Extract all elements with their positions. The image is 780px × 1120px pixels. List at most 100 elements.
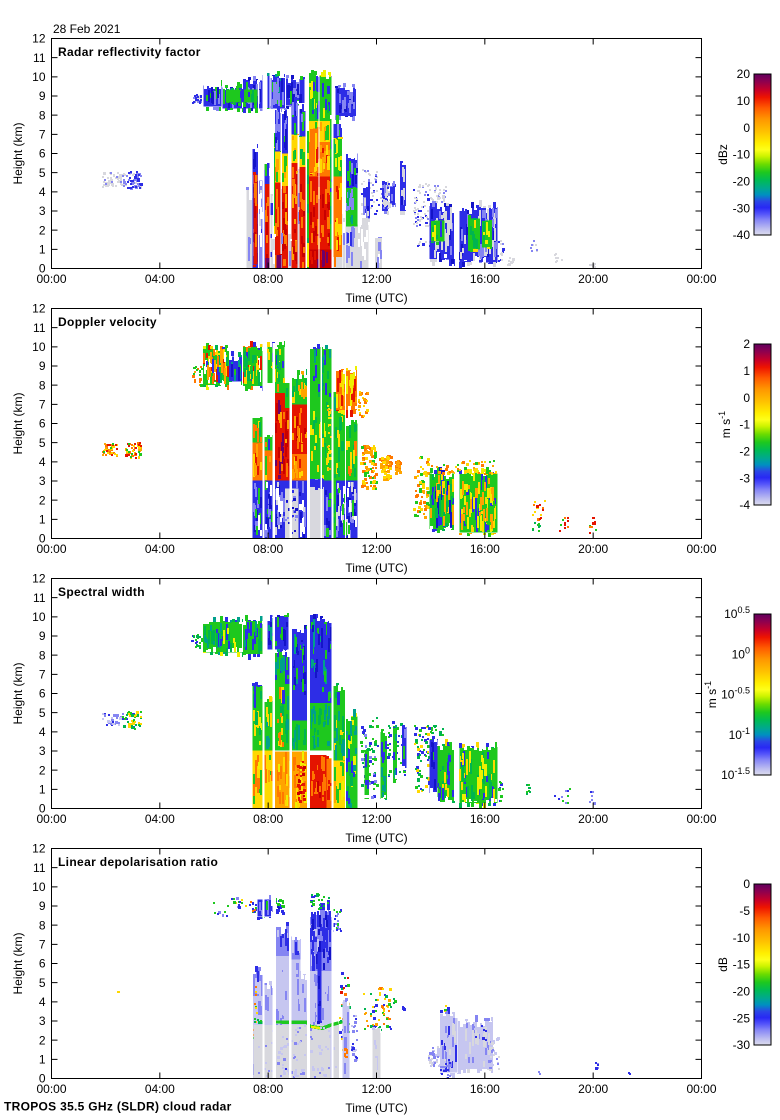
- svg-text:Linear depolarisation ratio: Linear depolarisation ratio: [58, 855, 218, 869]
- svg-text:16:00: 16:00: [470, 1082, 500, 1096]
- svg-text:00:00: 00:00: [686, 1082, 716, 1096]
- svg-text:Spectral width: Spectral width: [58, 585, 145, 599]
- svg-text:Time (UTC): Time (UTC): [345, 561, 407, 575]
- svg-text:6: 6: [39, 147, 46, 161]
- svg-text:-1: -1: [739, 418, 750, 432]
- svg-text:Radar reflectivity factor: Radar reflectivity factor: [58, 45, 201, 59]
- svg-text:Time (UTC): Time (UTC): [345, 1101, 407, 1115]
- svg-text:20: 20: [737, 67, 751, 81]
- svg-text:0: 0: [39, 532, 46, 546]
- svg-text:6: 6: [39, 687, 46, 701]
- svg-text:-3: -3: [739, 471, 750, 485]
- svg-text:20:00: 20:00: [578, 272, 608, 286]
- svg-text:3: 3: [39, 474, 46, 488]
- svg-text:Height (km): Height (km): [11, 932, 25, 994]
- svg-text:TROPOS 35.5 GHz (SLDR) cloud r: TROPOS 35.5 GHz (SLDR) cloud radar: [4, 1100, 232, 1114]
- svg-text:10: 10: [737, 94, 751, 108]
- svg-text:3: 3: [39, 204, 46, 218]
- svg-text:0: 0: [743, 877, 750, 891]
- svg-text:0: 0: [743, 391, 750, 405]
- svg-text:00:00: 00:00: [686, 542, 716, 556]
- svg-text:Height (km): Height (km): [11, 392, 25, 454]
- svg-text:7: 7: [39, 398, 46, 412]
- svg-text:08:00: 08:00: [253, 812, 283, 826]
- svg-text:12:00: 12:00: [361, 812, 391, 826]
- svg-text:2: 2: [39, 1033, 46, 1047]
- svg-text:Doppler velocity: Doppler velocity: [58, 315, 157, 329]
- svg-text:11: 11: [33, 51, 46, 65]
- svg-text:7: 7: [39, 668, 46, 682]
- svg-text:Height (km): Height (km): [11, 662, 25, 724]
- svg-text:20:00: 20:00: [578, 542, 608, 556]
- svg-text:dBz: dBz: [716, 144, 730, 165]
- svg-text:1: 1: [39, 243, 46, 257]
- svg-text:6: 6: [39, 957, 46, 971]
- svg-text:8: 8: [39, 648, 46, 662]
- svg-text:2: 2: [743, 337, 750, 351]
- svg-text:5: 5: [39, 976, 46, 990]
- svg-text:5: 5: [39, 166, 46, 180]
- svg-text:6: 6: [39, 417, 46, 431]
- svg-text:28 Feb 2021: 28 Feb 2021: [53, 22, 121, 36]
- svg-text:9: 9: [39, 899, 46, 913]
- svg-text:12: 12: [32, 32, 46, 46]
- svg-text:00:00: 00:00: [36, 812, 66, 826]
- svg-text:-4: -4: [739, 498, 750, 512]
- svg-text:10: 10: [32, 340, 46, 354]
- svg-text:-15: -15: [733, 958, 751, 972]
- svg-text:12:00: 12:00: [361, 542, 391, 556]
- svg-text:10: 10: [32, 610, 46, 624]
- svg-text:20:00: 20:00: [578, 812, 608, 826]
- svg-text:3: 3: [39, 1014, 46, 1028]
- svg-text:7: 7: [39, 938, 46, 952]
- svg-text:Time (UTC): Time (UTC): [345, 831, 407, 845]
- svg-text:0: 0: [743, 121, 750, 135]
- svg-text:5: 5: [39, 706, 46, 720]
- svg-text:00:00: 00:00: [36, 1082, 66, 1096]
- svg-text:12:00: 12:00: [361, 272, 391, 286]
- svg-text:-5: -5: [739, 904, 750, 918]
- svg-text:00:00: 00:00: [686, 272, 716, 286]
- svg-text:1: 1: [743, 364, 750, 378]
- svg-text:1: 1: [39, 513, 46, 527]
- svg-text:-30: -30: [733, 201, 751, 215]
- svg-text:-30: -30: [733, 1038, 751, 1052]
- svg-text:10: 10: [32, 70, 46, 84]
- svg-text:04:00: 04:00: [145, 1082, 175, 1096]
- svg-text:0: 0: [39, 1072, 46, 1086]
- svg-text:5: 5: [39, 436, 46, 450]
- svg-text:08:00: 08:00: [253, 542, 283, 556]
- svg-text:04:00: 04:00: [145, 272, 175, 286]
- svg-text:9: 9: [39, 629, 46, 643]
- svg-text:16:00: 16:00: [470, 272, 500, 286]
- svg-text:4: 4: [39, 995, 46, 1009]
- svg-text:00:00: 00:00: [36, 272, 66, 286]
- svg-text:9: 9: [39, 89, 46, 103]
- svg-text:04:00: 04:00: [145, 542, 175, 556]
- svg-text:1: 1: [39, 783, 46, 797]
- svg-text:3: 3: [39, 744, 46, 758]
- svg-text:12: 12: [32, 842, 46, 856]
- svg-text:4: 4: [39, 185, 46, 199]
- svg-text:Time (UTC): Time (UTC): [345, 291, 407, 305]
- svg-text:11: 11: [33, 861, 46, 875]
- svg-text:7: 7: [39, 128, 46, 142]
- svg-text:-25: -25: [733, 1011, 751, 1025]
- svg-text:16:00: 16:00: [470, 812, 500, 826]
- svg-text:-2: -2: [739, 445, 750, 459]
- svg-text:00:00: 00:00: [36, 542, 66, 556]
- svg-text:20:00: 20:00: [578, 1082, 608, 1096]
- svg-text:-20: -20: [733, 175, 751, 189]
- svg-text:12:00: 12:00: [361, 1082, 391, 1096]
- svg-text:8: 8: [39, 378, 46, 392]
- svg-text:9: 9: [39, 359, 46, 373]
- svg-text:-10: -10: [733, 931, 751, 945]
- svg-text:04:00: 04:00: [145, 812, 175, 826]
- svg-text:08:00: 08:00: [253, 1082, 283, 1096]
- svg-text:-10: -10: [733, 148, 751, 162]
- svg-text:dB: dB: [716, 957, 730, 972]
- svg-text:08:00: 08:00: [253, 272, 283, 286]
- svg-text:12: 12: [32, 302, 46, 316]
- svg-text:1: 1: [39, 1053, 46, 1067]
- svg-text:11: 11: [33, 591, 46, 605]
